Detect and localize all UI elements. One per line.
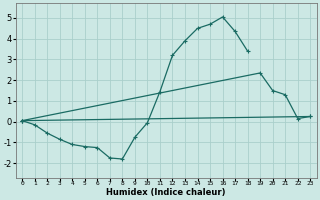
X-axis label: Humidex (Indice chaleur): Humidex (Indice chaleur) [107,188,226,197]
